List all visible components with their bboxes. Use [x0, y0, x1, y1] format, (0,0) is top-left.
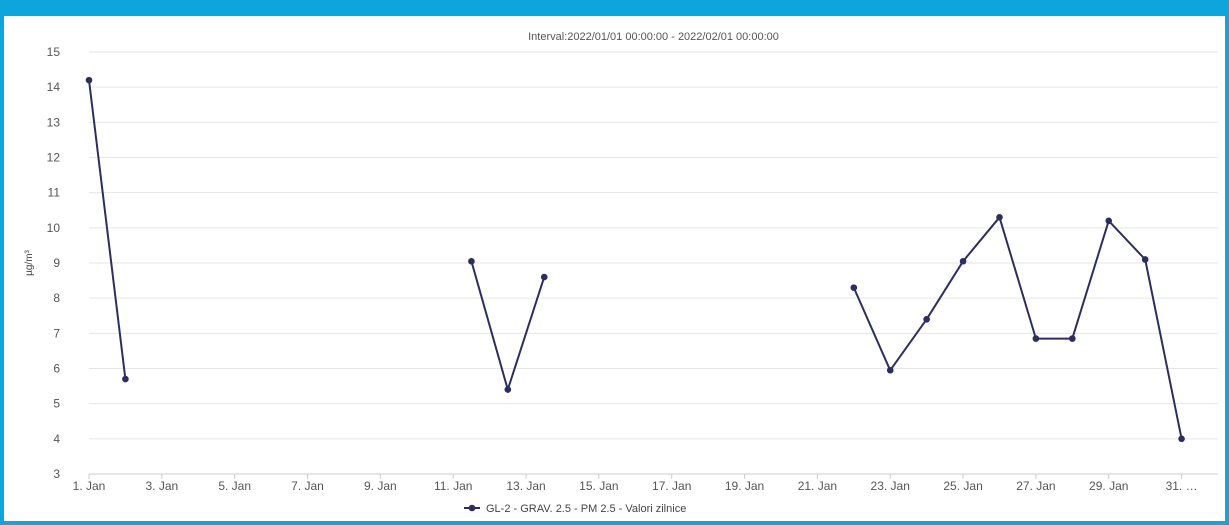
x-tick-label-9: 19. Jan [725, 479, 764, 493]
data-point-11 [959, 257, 967, 265]
series-line-segment-0 [88, 79, 127, 380]
x-tick-label-3: 7. Jan [291, 479, 324, 493]
y-tick-label-6: 6 [53, 362, 60, 376]
data-point-0 [85, 76, 93, 84]
y-tick-label-12: 12 [47, 151, 61, 165]
y-tick-label-13: 13 [47, 115, 61, 129]
x-tick-label-13: 27. Jan [1016, 479, 1055, 493]
data-point-15 [1105, 217, 1113, 225]
y-axis-ticks: 3 4 5 6 7 8 9 10 11 12 13 14 15 [47, 45, 61, 481]
gridlines [89, 51, 1218, 475]
x-tick-label-6: 13. Jan [506, 479, 545, 493]
y-tick-label-15: 15 [47, 45, 61, 59]
x-tick-label-14: 29. Jan [1089, 479, 1128, 493]
data-point-12 [996, 213, 1003, 221]
data-point-14 [1069, 335, 1076, 342]
y-axis-label: µg/m³ [24, 249, 35, 275]
y-tick-label-11: 11 [48, 186, 61, 200]
y-tick-label-8: 8 [53, 291, 60, 305]
data-point-1 [122, 375, 129, 383]
data-point-9 [886, 366, 894, 374]
y-tick-label-14: 14 [47, 80, 61, 94]
legend[interactable]: GL-2 - GRAV. 2.5 - PM 2.5 - Valori zilni… [464, 503, 686, 515]
x-tick-label-15: 31. … [1166, 479, 1198, 493]
y-tick-label-7: 7 [53, 326, 60, 340]
x-tick-label-12: 25. Jan [943, 479, 982, 493]
y-tick-label-9: 9 [53, 256, 60, 270]
data-point-8 [850, 284, 858, 291]
series-lines [88, 79, 1183, 439]
x-tick-label-4: 9. Jan [364, 479, 397, 493]
data-point-13 [1032, 335, 1040, 342]
data-point-16 [1141, 256, 1149, 263]
legend-dot-marker [468, 504, 476, 512]
data-point-6 [540, 273, 548, 281]
x-tick-label-11: 23. Jan [871, 479, 910, 493]
data-point-10 [923, 315, 930, 323]
legend-series-label: GL-2 - GRAV. 2.5 - PM 2.5 - Valori zilni… [486, 503, 686, 515]
y-tick-label-5: 5 [53, 397, 60, 411]
y-tick-label-10: 10 [47, 221, 61, 235]
x-tick-label-8: 17. Jan [652, 479, 691, 493]
x-tick-label-0: 1. Jan [73, 479, 106, 493]
x-tick-label-10: 21. Jan [798, 479, 837, 493]
data-point-4 [468, 257, 475, 265]
series-line-segment-1 [470, 260, 546, 391]
x-axis-ticks: 1. Jan 3. Jan 5. Jan 7. Jan 9. Jan 11. Jan 13.… [73, 474, 1198, 493]
y-tick-label-4: 4 [53, 432, 60, 446]
x-tick-label-5: 11. Jan [434, 479, 472, 493]
x-tick-label-7: 15. Jan [579, 479, 618, 493]
chart-title: Interval:2022/01/01 00:00:00 - 2022/02/0… [528, 31, 779, 43]
x-tick-label-1: 3. Jan [145, 479, 178, 493]
x-tick-label-2: 5. Jan [218, 479, 251, 493]
data-point-17 [1178, 435, 1185, 443]
line-chart: Interval:2022/01/01 00:00:00 - 2022/02/0… [24, 31, 1218, 515]
series-line-segment-2 [852, 216, 1183, 439]
series-points [85, 76, 1185, 443]
data-point-5 [504, 386, 512, 393]
y-tick-label-3: 3 [53, 467, 60, 481]
